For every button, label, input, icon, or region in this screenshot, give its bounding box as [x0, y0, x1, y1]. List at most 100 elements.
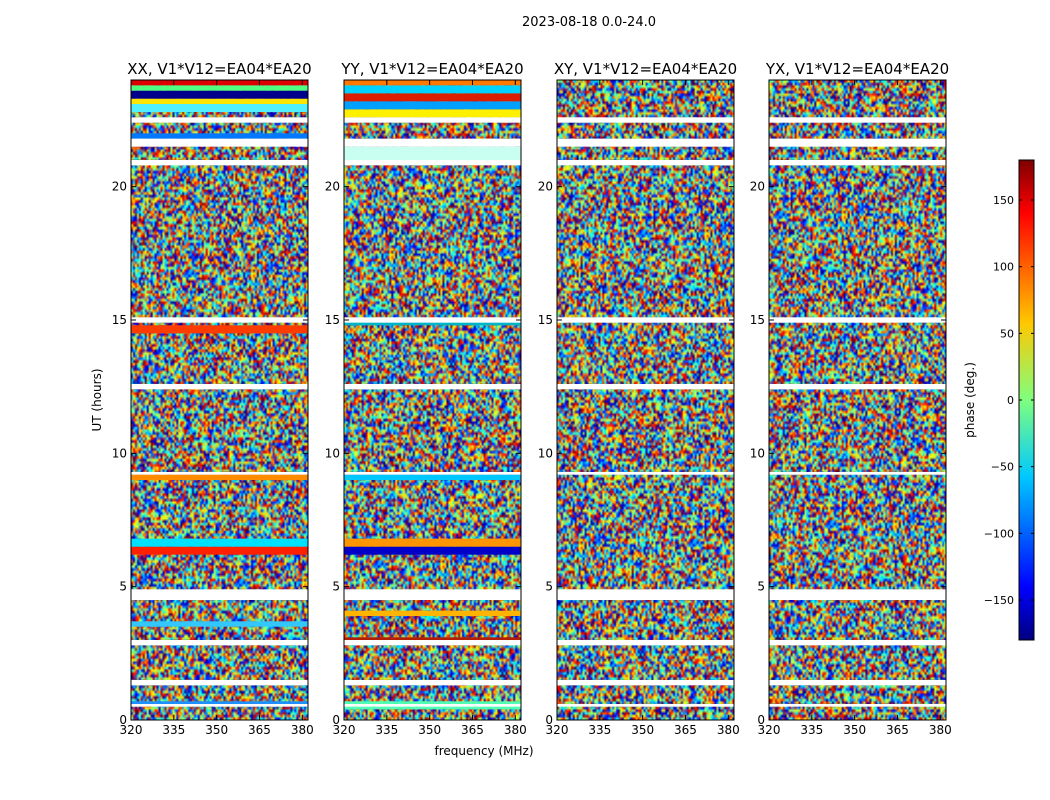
phase-heatmap: [131, 80, 308, 720]
flagged-band: [557, 472, 734, 475]
flagged-band: [344, 704, 521, 707]
x-tick-label: 365: [886, 723, 909, 737]
flagged-band: [769, 472, 946, 475]
x-tick-label: 350: [631, 723, 654, 737]
flagged-band: [557, 680, 734, 686]
flagged-band: [131, 317, 308, 323]
coherent-band: [131, 546, 308, 555]
panel-title: YY, V1*V12=EA04*EA20: [340, 60, 523, 78]
flagged-band: [344, 317, 521, 323]
colorbar-label: phase (deg.): [963, 362, 977, 438]
flagged-band: [131, 704, 308, 707]
coherent-band: [131, 701, 308, 704]
coherent-band: [131, 621, 308, 627]
colorbar-tick-label: −50: [991, 461, 1014, 474]
flagged-band: [769, 680, 946, 686]
x-tick-label: 365: [248, 723, 271, 737]
x-tick-label: 320: [546, 723, 569, 737]
flagged-band: [769, 138, 946, 147]
colorbar: −150 −100 −50 0 50 100 150 phase (deg.): [963, 159, 1035, 641]
panel-4: YX, V1*V12=EA04*EA20 320 335 350 365 380 0 5 10 1…: [750, 60, 952, 737]
y-tick-label: 5: [545, 580, 553, 594]
y-tick-label: 20: [538, 180, 553, 194]
x-tick-label: 380: [717, 723, 740, 737]
coherent-band: [131, 104, 308, 112]
x-tick-label: 365: [674, 723, 697, 737]
flagged-band: [769, 589, 946, 600]
flagged-band: [131, 680, 308, 686]
y-tick-label: 20: [325, 180, 340, 194]
flagged-band: [344, 680, 521, 686]
phase-heatmap: [344, 80, 521, 720]
flagged-band: [131, 640, 308, 646]
flagged-band: [131, 138, 308, 147]
x-tick-label: 320: [758, 723, 781, 737]
y-tick-label: 5: [757, 580, 765, 594]
flagged-band: [131, 160, 308, 166]
y-tick-label: 15: [112, 313, 127, 327]
colorbar-tick-label: 50: [1000, 327, 1014, 340]
flagged-band: [769, 317, 946, 323]
flagged-band: [769, 640, 946, 646]
y-tick-label: 10: [112, 446, 127, 460]
phase-heatmap: [769, 80, 946, 720]
flagged-band: [557, 589, 734, 600]
x-tick-label: 350: [205, 723, 228, 737]
panel-1: XX, V1*V12=EA04*EA20 320 335 350 365 380 0 5 10 1…: [112, 60, 314, 737]
flagged-band: [557, 160, 734, 166]
panel-title: XY, V1*V12=EA04*EA20: [554, 60, 737, 78]
flagged-band: [131, 589, 308, 600]
panel-2: YY, V1*V12=EA04*EA20 320 335 350 365 380 0 5 10 1…: [325, 60, 527, 737]
coherent-band: [344, 610, 521, 616]
x-tick-label: 320: [333, 723, 356, 737]
y-tick-label: 0: [119, 713, 127, 727]
y-tick-label: 15: [750, 313, 765, 327]
plot-frame: [343, 79, 522, 721]
flagged-band: [344, 640, 521, 646]
y-tick-label: 5: [119, 580, 127, 594]
coherent-band: [344, 93, 521, 102]
panel-title: YX, V1*V12=EA04*EA20: [765, 60, 949, 78]
colorbar-tick-label: −150: [984, 594, 1014, 607]
coherent-band: [131, 98, 308, 104]
coherent-band: [344, 546, 521, 555]
plot-frame: [556, 79, 735, 721]
shared-x-label: frequency (MHz): [434, 744, 533, 758]
flagged-band: [557, 117, 734, 123]
flagged-band: [557, 704, 734, 707]
flagged-band: [769, 704, 946, 707]
flagged-band: [557, 138, 734, 147]
x-tick-label: 335: [375, 723, 398, 737]
flagged-band: [557, 317, 734, 323]
coherent-band: [344, 474, 521, 480]
colorbar-tick-label: 0: [1007, 394, 1014, 407]
flagged-band: [769, 384, 946, 390]
colorbar-tick-label: −100: [984, 527, 1014, 540]
flagged-band: [344, 472, 521, 475]
flagged-band: [557, 384, 734, 390]
flagged-band: [131, 117, 308, 123]
x-tick-label: 350: [418, 723, 441, 737]
x-tick-label: 335: [162, 723, 185, 737]
flagged-band: [131, 472, 308, 475]
shared-y-label: UT (hours): [90, 368, 104, 431]
coherent-band: [344, 101, 521, 110]
y-tick-label: 10: [325, 446, 340, 460]
flagged-band: [344, 384, 521, 390]
x-tick-label: 365: [461, 723, 484, 737]
y-tick-label: 0: [332, 713, 340, 727]
x-tick-label: 380: [504, 723, 527, 737]
coherent-band: [131, 474, 308, 480]
coherent-band: [344, 80, 521, 86]
x-tick-label: 335: [800, 723, 823, 737]
x-tick-label: 380: [291, 723, 314, 737]
coherent-band: [131, 85, 308, 91]
y-tick-label: 0: [545, 713, 553, 727]
flagged-band: [344, 589, 521, 600]
x-tick-label: 320: [120, 723, 143, 737]
colorbar-tick-label: 150: [993, 194, 1014, 207]
y-tick-label: 20: [112, 180, 127, 194]
flagged-band: [344, 160, 521, 166]
figure-suptitle: 2023-08-18 0.0-24.0: [522, 15, 656, 30]
